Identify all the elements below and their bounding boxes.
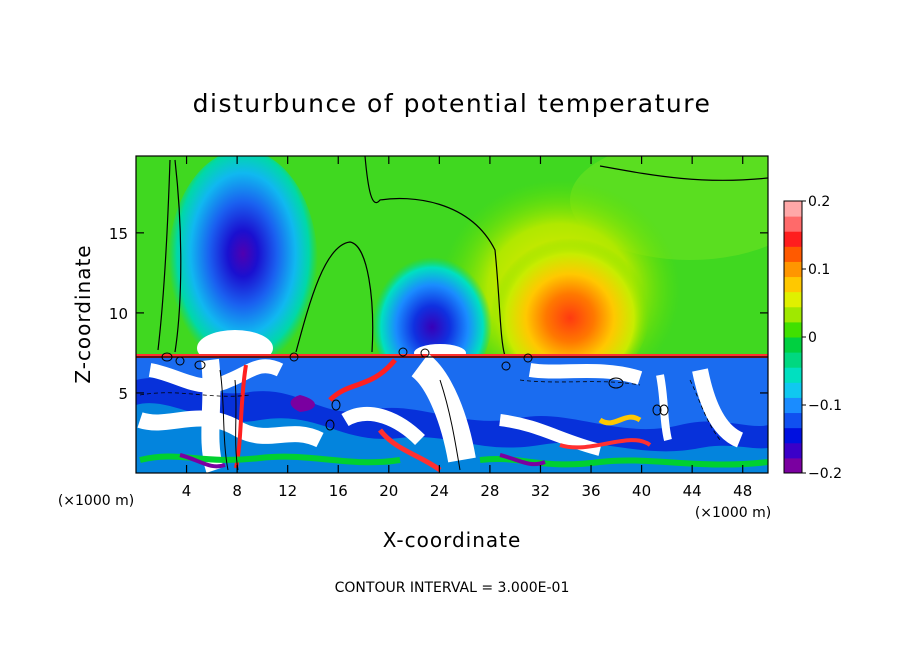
x-tick-label: 20 bbox=[379, 482, 398, 500]
colorbar-tick-label: 0.1 bbox=[808, 262, 830, 278]
zero-contour-upper-right bbox=[599, 165, 768, 181]
colorbar-tick-label: 0 bbox=[808, 330, 817, 346]
colorbar-swatch bbox=[784, 397, 802, 414]
colorbar-swatch bbox=[784, 216, 802, 232]
plot-area bbox=[136, 156, 768, 473]
x-axis: 4 8 12 16 20 24 28 32 36 40 44 48 bbox=[182, 156, 752, 500]
x-tick-label: 40 bbox=[632, 482, 651, 500]
x-tick-label: 24 bbox=[430, 482, 449, 500]
x-tick-label: 28 bbox=[480, 482, 499, 500]
colorbar-swatch bbox=[784, 427, 802, 444]
colorbar-swatch bbox=[784, 306, 802, 323]
colorbar-swatch bbox=[784, 291, 802, 308]
colorbar-swatch bbox=[784, 442, 802, 459]
plot-frame bbox=[135, 155, 769, 474]
x-tick-label: 36 bbox=[581, 482, 600, 500]
x-tick-label: 12 bbox=[278, 482, 297, 500]
colorbar-swatch bbox=[784, 457, 802, 474]
colorbar-swatch bbox=[784, 276, 802, 293]
x-unit-left: (×1000 m) bbox=[58, 493, 134, 509]
cold-anomaly-left bbox=[168, 156, 318, 380]
colorbar-tick-label: −0.2 bbox=[808, 466, 842, 482]
warm-anomaly-core bbox=[490, 230, 650, 390]
colorbar-swatch bbox=[784, 367, 802, 383]
colorbar: 0.2 0.1 0 −0.1 −0.2 bbox=[783, 194, 842, 482]
zero-contour-hump bbox=[295, 241, 374, 353]
zero-contour-center bbox=[364, 156, 506, 357]
y-tick-label: 15 bbox=[109, 225, 128, 243]
x-tick-label: 48 bbox=[733, 482, 752, 500]
colorbar-swatch bbox=[784, 261, 802, 278]
y-tick-label: 5 bbox=[118, 385, 128, 403]
colorbar-tick-label: 0.2 bbox=[808, 194, 830, 210]
x-tick-label: 4 bbox=[182, 482, 192, 500]
contour-interval-footer: CONTOUR INTERVAL = 3.000E-01 bbox=[335, 580, 570, 596]
colorbar-swatch bbox=[784, 412, 802, 429]
colorbar-swatch bbox=[784, 352, 802, 368]
colorbar-swatch bbox=[784, 321, 802, 338]
colorbar-tick-label: −0.1 bbox=[808, 398, 842, 414]
x-unit-right: (×1000 m) bbox=[695, 505, 771, 521]
y-axis: 5 10 15 bbox=[109, 225, 768, 403]
x-tick-label: 16 bbox=[329, 482, 348, 500]
y-axis-title: Z-coordinate bbox=[71, 244, 95, 383]
x-tick-label: 8 bbox=[232, 482, 242, 500]
colorbar-swatch bbox=[784, 201, 802, 217]
x-axis-title: X-coordinate bbox=[383, 528, 522, 552]
colorbar-swatch bbox=[784, 337, 802, 353]
colorbar-swatch bbox=[784, 382, 802, 398]
y-tick-label: 10 bbox=[109, 305, 128, 323]
chart-title: disturbunce of potential temperature bbox=[193, 89, 712, 118]
colorbar-swatch bbox=[784, 246, 802, 262]
surface-layer bbox=[136, 347, 768, 473]
x-tick-label: 44 bbox=[683, 482, 702, 500]
x-tick-label: 32 bbox=[531, 482, 550, 500]
zero-contour-left bbox=[157, 159, 182, 353]
colorbar-swatch bbox=[784, 231, 802, 247]
